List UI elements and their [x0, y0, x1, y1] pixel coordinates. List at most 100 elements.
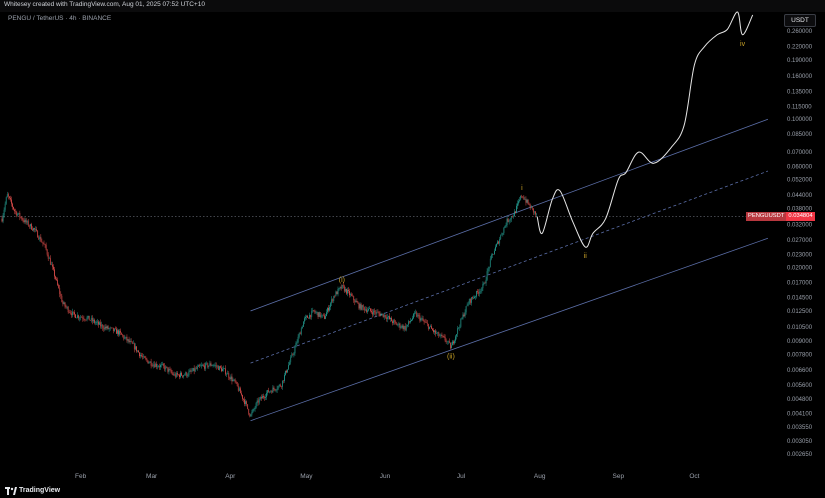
candle-body — [27, 221, 29, 226]
candle-body — [311, 310, 313, 318]
candle-body — [161, 364, 162, 366]
candle-body — [147, 360, 149, 364]
candle-body — [240, 388, 241, 394]
candle-body — [324, 315, 325, 319]
candle-body — [326, 312, 327, 317]
candle-body — [111, 327, 113, 329]
candle-body — [118, 330, 119, 335]
candle-body — [106, 326, 108, 329]
candle-body — [85, 319, 87, 321]
candle-body — [252, 409, 254, 413]
candle-body — [341, 284, 343, 289]
y-tick-label: 0.007800 — [787, 352, 813, 358]
y-tick-label: 0.260000 — [787, 29, 813, 35]
candle-body — [292, 354, 294, 355]
candle-body — [60, 294, 62, 296]
candle-body — [524, 199, 526, 200]
candle-body — [123, 335, 125, 339]
candle-body — [511, 216, 513, 217]
candle-body — [500, 235, 502, 240]
candle-body — [432, 328, 433, 330]
candle-body — [353, 296, 355, 301]
candle-body — [490, 254, 492, 259]
candle-body — [156, 363, 157, 367]
candle-body — [151, 365, 153, 367]
candle-body — [388, 316, 389, 318]
y-tick-label: 0.220000 — [787, 45, 813, 51]
candle-body — [217, 366, 219, 370]
candle-body — [284, 374, 285, 381]
candle-body — [23, 220, 25, 223]
currency-selector[interactable]: USDT — [784, 14, 816, 27]
candle-body — [419, 315, 421, 321]
candle-body — [179, 374, 180, 378]
candle-body — [78, 315, 79, 319]
attribution-text: Whitesey created with TradingView.com, A… — [4, 1, 205, 8]
candle-body — [271, 391, 273, 393]
candle-body — [425, 322, 427, 323]
candle-body — [136, 346, 137, 352]
candle-body — [107, 326, 109, 330]
candle-body — [267, 390, 268, 394]
candle-body — [376, 311, 378, 314]
candle-body — [167, 367, 169, 372]
y-tick-label: 0.003050 — [787, 439, 813, 445]
candle-body — [336, 291, 338, 295]
candle-body — [150, 361, 152, 366]
candle-body — [80, 317, 82, 318]
candle-body — [237, 386, 239, 391]
candle-body — [368, 308, 369, 311]
candle-body — [399, 323, 401, 328]
y-tick-label: 0.012500 — [787, 309, 813, 315]
candle-body — [347, 289, 348, 294]
candle-body — [411, 319, 412, 322]
candle-body — [17, 214, 19, 216]
candle-body — [241, 393, 242, 395]
candle-body — [11, 199, 12, 204]
candle-body — [89, 320, 91, 321]
candle-body — [152, 364, 154, 366]
candle-body — [364, 309, 366, 311]
candle-body — [108, 328, 110, 330]
candle-body — [145, 357, 147, 359]
symbol-title: PENGU / TetherUS · 4h · BINANCE — [8, 15, 112, 22]
candle-body — [177, 372, 178, 375]
candle-body — [367, 310, 368, 312]
candle-body — [59, 288, 61, 295]
candle-body — [184, 374, 186, 376]
candle-body — [325, 316, 326, 319]
candle-body — [351, 294, 352, 296]
candle-body — [159, 366, 160, 368]
candle-body — [354, 300, 356, 303]
candle-body — [372, 312, 373, 315]
candle-body — [43, 243, 45, 245]
candle-body — [81, 317, 83, 318]
candle-body — [87, 315, 89, 318]
candle-body — [243, 398, 244, 400]
candle-body — [55, 276, 56, 279]
candle-body — [508, 220, 510, 222]
candle-body — [473, 298, 474, 299]
candle-body — [480, 291, 482, 292]
candle-body — [228, 373, 230, 378]
candle-body — [339, 286, 341, 289]
candle-body — [328, 308, 329, 311]
candle-body — [126, 336, 128, 341]
candle-body — [329, 306, 330, 311]
candle-body — [10, 198, 11, 200]
candle-body — [34, 228, 35, 230]
candle-body — [330, 303, 331, 307]
candle-body — [3, 209, 5, 216]
y-tick-label: 0.017000 — [787, 281, 813, 287]
candle-body — [31, 224, 32, 230]
candle-body — [164, 365, 166, 370]
candle-body — [506, 218, 508, 226]
y-tick-label: 0.003550 — [787, 425, 813, 431]
candle-body — [293, 353, 295, 355]
y-tick-label: 0.115000 — [787, 104, 812, 110]
candle-body — [280, 386, 282, 387]
y-tick-label: 0.004100 — [787, 412, 813, 418]
tradingview-brand: TradingView — [19, 487, 61, 494]
wave-label: i — [521, 185, 523, 192]
